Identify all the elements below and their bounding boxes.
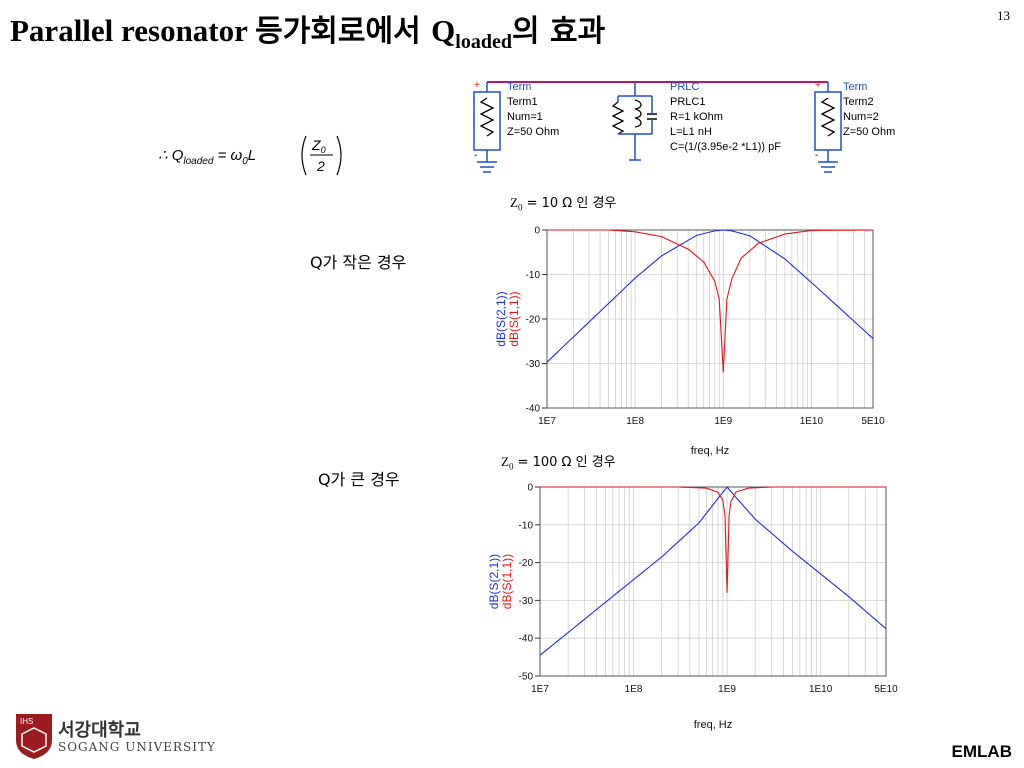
y-axis-label: dB(S(2,1)) — [487, 554, 501, 609]
right-paren — [336, 135, 342, 176]
x-tick-label: 1E9 — [718, 684, 736, 695]
x-tick-label: 1E8 — [625, 684, 643, 695]
term1-header: Term — [507, 81, 532, 93]
formula-denominator: 2 — [316, 158, 325, 174]
term1-z: Z=50 Ohm — [507, 126, 560, 138]
x-tick-label: 1E10 — [800, 416, 824, 427]
x-tick-label: 1E7 — [531, 684, 549, 695]
logo-korean: 서강대학교 — [58, 720, 141, 741]
term2-header: Term — [843, 81, 868, 93]
y-axis-label: dB(S(1,1)) — [507, 291, 521, 346]
x-tick-label: 1E10 — [809, 684, 833, 695]
title-korean-suffix: 의 효과 — [511, 14, 606, 49]
grid — [539, 486, 887, 677]
y-tick-label: -40 — [526, 404, 541, 415]
plot-frame — [539, 486, 887, 677]
prlc-name: PRLC1 — [670, 96, 706, 108]
q-loaded-formula: ∴ Qloaded = ω0L Z0 2 — [158, 130, 358, 184]
x-tick-label: 1E7 — [538, 416, 556, 427]
prlc-symbol — [611, 82, 657, 161]
lab-footer: EMLAB — [951, 742, 1012, 761]
term2-labels: Term Term2 Num=2 Z=50 Ohm — [843, 80, 895, 140]
prlc-l: L=L1 nH — [670, 126, 712, 138]
term1-num: Num=1 — [507, 111, 543, 123]
term2-plus: + — [815, 80, 821, 91]
title-q: Q — [431, 13, 456, 48]
y-axis-label: dB(S(2,1)) — [494, 291, 508, 346]
y-tick-label: 0 — [534, 226, 540, 237]
y-axis-label: dB(S(1,1)) — [500, 554, 514, 609]
x-axis-label: freq, Hz — [691, 445, 730, 457]
logo-badge: IHS — [20, 717, 33, 726]
circuit-schematic: + - + - — [473, 80, 842, 173]
series-line-s11 — [547, 229, 874, 373]
x-tick-label: 5E10 — [861, 416, 885, 427]
x-tick-label: 1E8 — [626, 416, 644, 427]
formula-numerator: Z0 — [311, 137, 326, 155]
term2-name: Term2 — [843, 96, 874, 108]
x-tick-label: 5E10 — [874, 684, 898, 695]
page-number: 13 — [997, 8, 1010, 23]
left-paren — [301, 135, 307, 176]
page-title: Parallel resonator 등가회로에서 Qloaded의 효과 — [10, 6, 605, 54]
logo-english: SOGANG UNIVERSITY — [58, 740, 216, 754]
prlc-header: PRLC — [670, 81, 700, 93]
title-prefix: Parallel resonator — [10, 13, 256, 48]
y-tick-label: -10 — [519, 520, 534, 531]
y-tick-label: -30 — [519, 596, 534, 607]
large-q-note: Q가 큰 경우 — [318, 470, 400, 489]
prlc-c: C=(1/(3.95e-2 *L1)) pF — [670, 141, 781, 153]
term2-minus: - — [815, 150, 818, 161]
case1-label: Z0 = 10 Ω 인 경우 — [510, 195, 617, 213]
term1-plus: + — [474, 80, 480, 91]
prlc-r: R=1 kOhm — [670, 111, 723, 123]
term1-minus: - — [474, 150, 477, 161]
y-tick-label: -50 — [519, 672, 534, 683]
term1-name: Term1 — [507, 96, 538, 108]
title-korean: 등가회로에서 — [255, 14, 432, 49]
shield-icon: IHS — [16, 714, 52, 759]
y-tick-label: -30 — [526, 359, 541, 370]
term1-symbol: + - — [473, 80, 501, 173]
series-line-s21 — [546, 229, 874, 363]
x-tick-label: 1E9 — [714, 416, 732, 427]
y-tick-label: -40 — [519, 634, 534, 645]
formula-lhs: ∴ Qloaded = ω0L — [158, 147, 256, 167]
y-tick-label: -20 — [526, 315, 541, 326]
x-axis-label: freq, Hz — [694, 719, 733, 731]
y-tick-label: 0 — [527, 483, 533, 494]
prlc-labels: PRLC PRLC1 R=1 kOhm L=L1 nH C=(1/(3.95e-… — [670, 80, 781, 155]
series-line-s21 — [539, 486, 887, 656]
term2-num: Num=2 — [843, 111, 879, 123]
term1-labels: Term Term1 Num=1 Z=50 Ohm — [507, 80, 559, 140]
formula-graphic: ∴ Qloaded = ω0L Z0 2 — [158, 135, 342, 176]
term2-z: Z=50 Ohm — [843, 126, 896, 138]
series-line-s11 — [540, 486, 886, 593]
grid — [546, 229, 874, 409]
term2-symbol: + - — [814, 80, 842, 173]
y-tick-label: -20 — [519, 558, 534, 569]
small-q-note: Q가 작은 경우 — [310, 253, 407, 272]
y-tick-label: -10 — [526, 270, 541, 281]
title-sub: loaded — [455, 31, 512, 53]
case2-label: Z0 = 100 Ω 인 경우 — [501, 454, 616, 472]
